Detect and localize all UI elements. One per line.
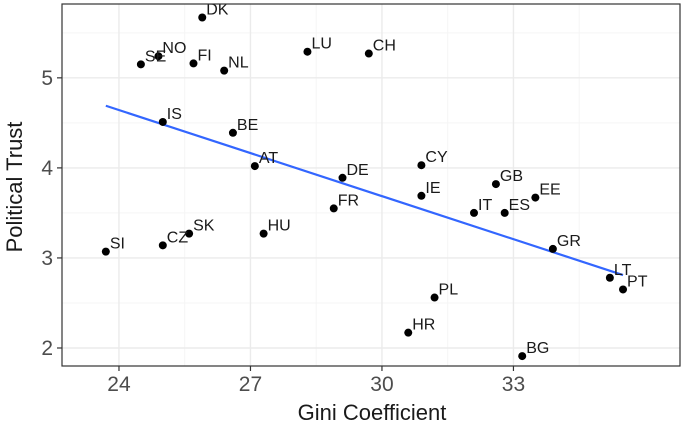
data-point-lu <box>303 47 312 56</box>
data-point-gb <box>491 180 500 189</box>
x-tick-label: 33 <box>502 373 525 396</box>
data-point-it <box>470 208 478 217</box>
data-point-lt <box>605 273 614 282</box>
point-label-no: NO <box>162 40 186 57</box>
point-label-dk: DK <box>206 2 229 19</box>
data-point-no <box>154 52 163 61</box>
point-label-lt: LT <box>614 262 632 279</box>
y-tick-label: 4 <box>41 157 53 180</box>
data-point-be <box>228 128 237 137</box>
data-point-bg <box>518 352 527 361</box>
minor-gridlines <box>62 4 680 366</box>
x-axis-ticks: 24 27 30 33 <box>107 366 525 396</box>
data-point-si <box>101 247 110 256</box>
point-label-it: IT <box>478 197 492 214</box>
data-point-pt <box>619 285 628 294</box>
point-label-pl: PL <box>439 282 459 299</box>
data-point-ch <box>364 49 373 58</box>
point-label-se: SE <box>145 48 166 65</box>
point-label-ie: IE <box>425 180 440 197</box>
point-label-de: DE <box>347 162 369 179</box>
data-point-hr <box>404 328 413 337</box>
y-axis-title: Political Trust <box>2 122 27 253</box>
trend-line <box>105 104 624 277</box>
point-label-is: IS <box>167 106 182 123</box>
data-point-cz <box>158 241 167 250</box>
point-label-gr: GR <box>557 233 581 250</box>
x-tick-label: 24 <box>107 373 131 396</box>
major-gridlines <box>62 4 680 366</box>
point-label-bg: BG <box>526 340 549 357</box>
data-point-de <box>338 173 347 182</box>
data-point-sk <box>185 229 194 238</box>
point-label-nl: NL <box>228 55 249 72</box>
data-point-fi <box>189 59 198 68</box>
point-label-fi: FI <box>197 47 211 64</box>
point-label-lu: LU <box>311 36 331 53</box>
data-point-se <box>136 60 145 69</box>
point-label-be: BE <box>237 117 258 134</box>
point-label-hu: HU <box>268 218 291 235</box>
point-label-sk: SK <box>193 218 215 235</box>
panel-background <box>62 4 680 366</box>
x-tick-label: 30 <box>370 373 393 396</box>
y-axis-ticks: 2 3 4 5 <box>41 67 62 360</box>
point-label-at: AT <box>259 150 278 167</box>
point-label-cz: CZ <box>167 229 189 246</box>
point-label-pt: PT <box>627 273 648 290</box>
data-point-pl <box>430 293 439 302</box>
point-label-fr: FR <box>338 192 359 209</box>
point-label-ee: EE <box>539 182 560 199</box>
data-point-is <box>158 117 167 126</box>
data-point-cy <box>417 161 426 170</box>
data-point-nl <box>220 66 229 75</box>
x-tick-label: 27 <box>239 373 262 396</box>
data-point-hu <box>259 229 268 238</box>
data-point-ie <box>417 191 426 200</box>
data-point-gr <box>548 244 557 253</box>
point-label-hr: HR <box>412 317 435 334</box>
point-label-es: ES <box>509 197 530 214</box>
x-axis-title: Gini Coefficient <box>298 400 447 425</box>
point-label-si: SI <box>110 236 125 253</box>
point-label-ch: CH <box>373 38 396 55</box>
panel-border <box>61 3 681 367</box>
data-point-dk <box>198 13 207 22</box>
data-point-fr <box>329 204 338 213</box>
y-tick-label: 3 <box>41 247 53 270</box>
data-point-es <box>500 208 509 217</box>
y-tick-label: 5 <box>41 67 53 90</box>
point-label-gb: GB <box>500 168 523 185</box>
point-label-cy: CY <box>425 149 448 166</box>
data-points <box>101 13 628 361</box>
data-point-ee <box>531 193 540 202</box>
y-tick-label: 2 <box>41 337 53 360</box>
data-point-at <box>250 162 259 171</box>
